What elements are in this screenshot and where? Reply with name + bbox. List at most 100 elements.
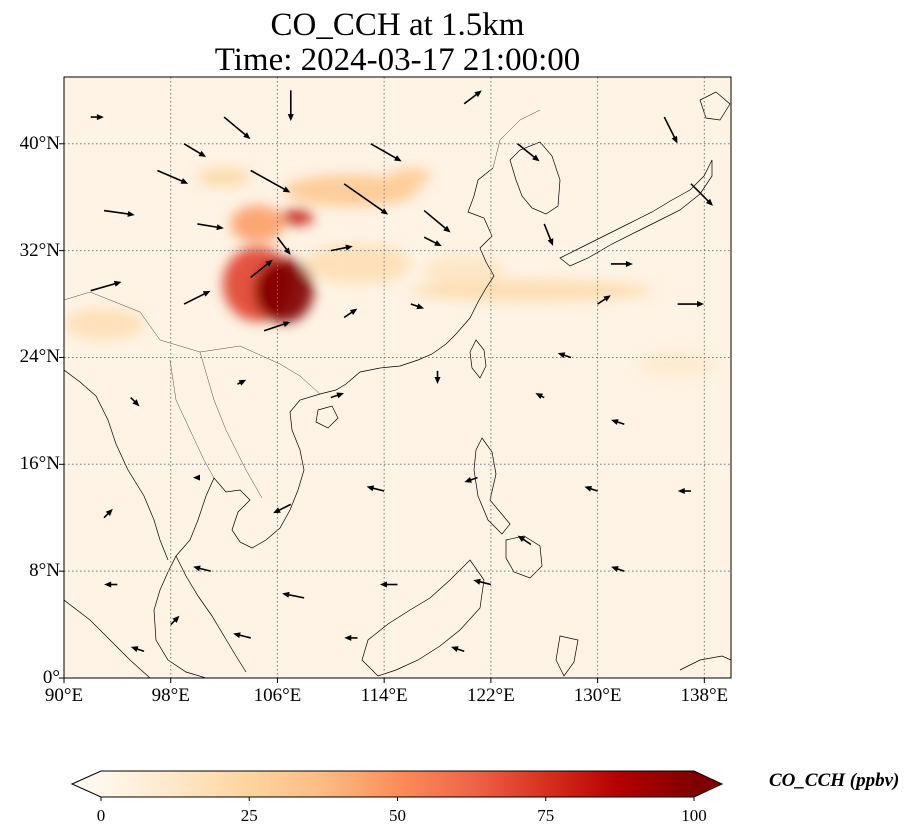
colorbar-tick-label: 50 [389,806,406,825]
xtick-label: 106°E [253,685,302,706]
colorbar-tick-label: 100 [681,806,707,825]
wind-arrow [370,143,402,162]
gridlines [64,77,731,678]
wind-arrow [330,244,353,252]
wind-arrow [463,90,482,105]
colorbar-tick-label: 75 [537,806,555,825]
wind-arrow [330,392,344,399]
title-time: Time: 2024-03-17 21:00:00 [214,42,581,78]
wind-arrow [90,280,122,292]
co-concentration-field [64,167,718,378]
wind-arrow [223,116,251,140]
wind-arrow [157,169,189,184]
sumatra-coastline [64,599,151,678]
wind-arrow [282,591,305,599]
co-plume-7 [284,174,418,207]
xtick-label: 130°E [573,685,622,706]
wind-arrow [233,632,251,639]
xtick-label: 138°E [680,685,729,706]
xtick-label: 122°E [467,685,515,706]
malay-peninsula-coastline [175,555,247,673]
co-plume-5 [197,167,251,187]
wind-arrow [183,290,211,305]
japan-coastline [559,159,713,267]
wind-arrow [170,615,180,626]
borneo-coastline [361,559,485,677]
wind-arrow [423,236,442,247]
wind-arrow [273,503,292,514]
wind-arrow [183,143,207,157]
wind-arrow [366,485,385,492]
wind-arrow [344,634,358,641]
country-borders [64,109,541,499]
korea-coastline [509,141,561,215]
indochina-coastline [153,393,321,678]
wind-arrow [543,223,554,246]
new-guinea-coastline [679,655,731,671]
wind-arrow [276,236,291,255]
wind-arrow [343,308,358,319]
wind-arrow [451,646,465,653]
co-plume-2 [64,308,145,341]
wind-arrow [535,393,545,399]
wind-arrow [250,259,273,278]
wind-arrow [597,295,611,305]
ytick-label: 32°N [19,239,60,261]
wind-arrow [677,301,705,308]
wind-arrow [379,581,398,588]
coastlines [64,91,731,678]
co-plume-8 [230,205,285,243]
colorbar-extend-low [72,771,101,797]
philippines-luzon-coastline [473,437,511,535]
ytick-label: 8°N [29,560,60,582]
xtick-label: 98°E [151,685,190,706]
sulawesi-coastline [555,635,579,677]
wind-arrow [104,581,118,588]
wind-arrow [287,90,294,122]
wind-arrow [197,223,224,231]
wind-arrow [677,488,691,495]
philippines-mindanao-coastline [505,535,543,579]
colorbar-tick-label: 25 [240,806,258,825]
colorbar-tick-label: 0 [96,806,106,825]
title-variable: CO_CCH at 1.5km [270,7,525,43]
ytick-label: 40°N [19,132,60,154]
co-plume-1 [424,254,505,287]
co-plume-4 [410,280,651,302]
wind-arrow [343,183,389,215]
ytick-label: 24°N [19,346,60,368]
xtick-label: 90°E [44,685,84,706]
myanmar-coastline [64,369,169,561]
ytick-label: 0° [42,667,60,688]
wind-arrow [611,419,625,426]
axis-tick-marks [59,143,705,683]
wind-arrow [517,143,540,162]
colorbar-extend-high [694,771,722,797]
wind-arrow [237,379,247,386]
wind-arrow [473,578,492,586]
wind-arrow [193,565,211,572]
wind-arrow [250,169,291,193]
wind-arrow [103,209,135,217]
wind-arrow [464,476,478,483]
wind-arrow [423,209,451,233]
xtick-label: 114°E [360,685,408,706]
wind-arrow [410,303,425,310]
hainan-coastline [315,405,339,429]
wind-arrow [263,321,291,332]
wind-arrow [90,114,104,121]
hokkaido-coastline [699,91,731,121]
wind-arrow [663,116,678,144]
taiwan-coastline [469,339,487,379]
wind-vectors [90,90,713,653]
wind-arrow [611,566,625,572]
wind-arrow [434,370,441,385]
wind-arrow [690,183,713,206]
china-coastline [319,167,495,395]
colorbar-label: CO_CCH (ppbv) [769,770,900,791]
co-plume-0 [637,350,718,378]
wind-arrow [130,396,140,407]
wind-arrow [584,485,598,492]
